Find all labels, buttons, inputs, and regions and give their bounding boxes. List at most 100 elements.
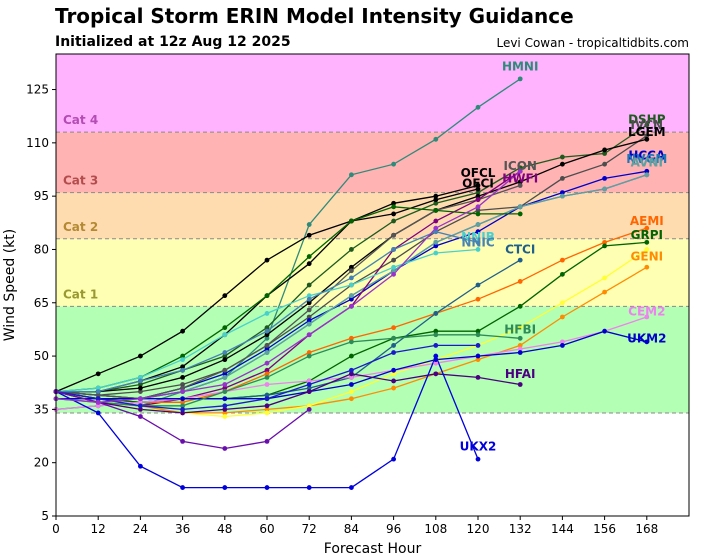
point-aemi-132 [517, 279, 523, 284]
point-icon-72 [306, 307, 312, 313]
point-hcca-48 [222, 371, 228, 377]
point-hmni-72 [306, 222, 312, 227]
point-ukx-84 [349, 367, 354, 373]
point-cem2-12 [95, 403, 101, 409]
point-aemi-60 [264, 371, 270, 377]
point-ship-84 [349, 218, 354, 224]
point-hfbi-36 [180, 403, 186, 409]
point-nnic-60 [264, 328, 270, 334]
point-nnic-72 [306, 296, 312, 302]
band-label-4: Cat 3 [63, 174, 98, 188]
point-hwfi-120 [475, 197, 481, 203]
x-tick-label-72: 72 [302, 522, 317, 536]
point-nnib-108 [433, 250, 439, 256]
point-ukm2-108 [433, 357, 439, 363]
point-aemi-96 [391, 325, 396, 331]
point-dshp-96 [391, 218, 396, 224]
point-ukm2-132 [517, 350, 523, 355]
point-ukx-60 [264, 396, 270, 402]
y-axis-ticks: 5 20 35 50 65 80 95 110 125 [26, 83, 56, 523]
point-hfbi-132 [517, 335, 523, 341]
point-gfsi-84 [349, 389, 354, 395]
point-hwf2-36 [180, 389, 186, 395]
point-avni-168 [644, 172, 650, 178]
point-ofci-108 [433, 197, 439, 203]
series-label-cem2: CEM2 [628, 305, 665, 319]
point-lgem-24 [138, 385, 143, 391]
series-label-hfai: HFAI [505, 367, 536, 381]
point-ship-96 [391, 204, 396, 210]
point-hfai-132 [517, 382, 523, 387]
point-aemi-120 [475, 296, 481, 302]
point-hfbi-108 [433, 332, 439, 338]
point-hcca-144 [560, 190, 565, 196]
point-lgem-36 [180, 375, 186, 380]
point-ctci-60 [264, 392, 270, 398]
y-tick-label-50: 50 [34, 349, 49, 363]
point-icon-12 [95, 392, 101, 398]
point-nnic-96 [391, 247, 396, 252]
point-ukx-96 [391, 350, 396, 355]
point-ctci-96 [391, 343, 396, 348]
point-gfsi-72 [306, 403, 312, 409]
point-grpi-144 [560, 271, 565, 277]
point-hwf2-132 [517, 168, 523, 174]
point-nnic-24 [138, 378, 143, 384]
point-ofci-72 [306, 261, 312, 267]
series-label-dshp: DSHP [628, 113, 666, 127]
point-aemi-168 [644, 225, 650, 231]
point-hcca-60 [264, 346, 270, 352]
point-hwf2-96 [391, 271, 396, 277]
point-dshp-120 [475, 190, 481, 196]
point-geni-84 [349, 396, 354, 402]
band-label-2: Cat 1 [63, 287, 98, 301]
point-ukx2-60 [264, 485, 270, 490]
point-cem2-72 [306, 378, 312, 384]
point-ofci-96 [391, 211, 396, 217]
plot-frame [55, 53, 690, 517]
point-nnic-84 [349, 275, 354, 281]
point-ofcl-60 [264, 257, 270, 263]
point-ofcl-72 [306, 232, 312, 238]
point-hfai-84 [349, 371, 354, 377]
point-geni-96 [391, 385, 396, 391]
point-ship-120 [475, 211, 481, 217]
point-geni-156 [602, 289, 607, 295]
point-aemi-84 [349, 335, 354, 341]
point-cem2-24 [138, 399, 143, 405]
y-tick-label-5: 5 [41, 509, 49, 523]
x-tick-label-60: 60 [259, 522, 274, 536]
point-icon-84 [349, 268, 354, 274]
point-icon-96 [391, 232, 396, 238]
series-label-ctci: CTCI [505, 242, 535, 256]
series-label-aemi: AEMI [630, 214, 664, 228]
point-grpi-168 [644, 239, 650, 245]
point-ukx-72 [306, 382, 312, 387]
point-avni-72 [306, 321, 312, 327]
point-dshp-168 [644, 122, 650, 128]
point-ukx2-48 [222, 485, 228, 490]
point-hfbi-84 [349, 339, 354, 345]
series-label-hfbi: HFBI [504, 322, 536, 336]
chart-credit: Levi Cowan - tropicaltidbits.com [496, 36, 689, 50]
point-ukm2-144 [560, 343, 565, 348]
point-ukm2-48 [222, 396, 228, 402]
series-label-ofci: OFCI [462, 177, 494, 191]
series-label-ivcn: IVCN [630, 118, 663, 132]
point-hfai-60 [264, 403, 270, 409]
point-ofcl-12 [95, 371, 101, 377]
band-5 [56, 54, 689, 133]
point-hwf2-12 [95, 399, 101, 405]
point-hwfi-60 [264, 367, 270, 373]
point-gfsi-144 [560, 300, 565, 306]
point-hfai-72 [306, 389, 312, 395]
point-grpi-156 [602, 243, 607, 249]
point-lgem-84 [349, 264, 354, 270]
point-emxi-72 [306, 406, 312, 412]
point-hwf2-24 [138, 396, 143, 402]
point-hcca-72 [306, 318, 312, 323]
y-tick-label-125: 125 [26, 83, 49, 97]
point-hcca-84 [349, 296, 354, 302]
x-tick-label-120: 120 [467, 522, 490, 536]
